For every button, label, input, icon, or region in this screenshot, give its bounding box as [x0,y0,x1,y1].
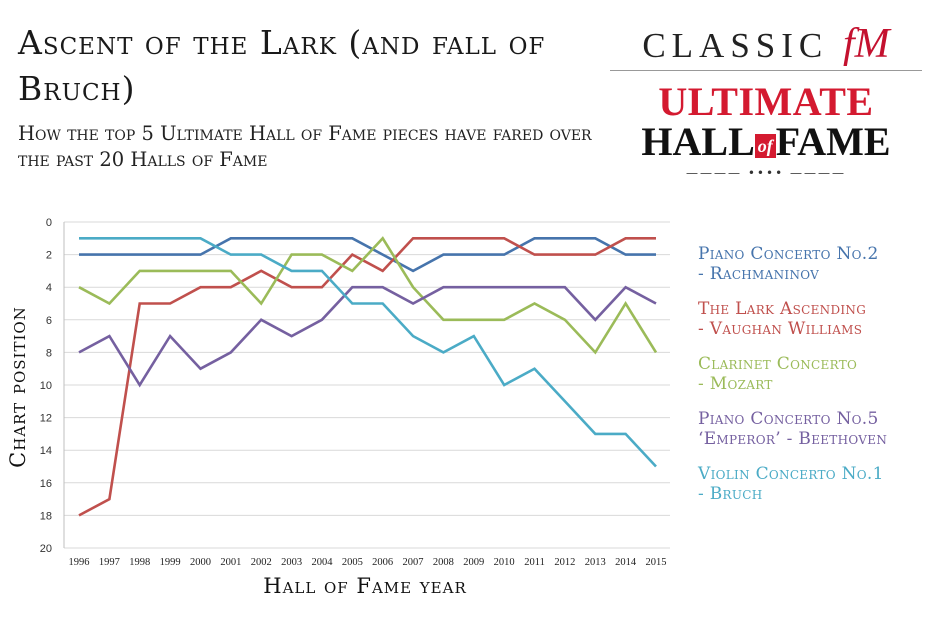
legend-series-composer: - Rachmaninov [698,264,820,284]
series-line-0 [79,237,656,273]
x-axis-label: Hall of Fame year [263,574,467,598]
x-tick-label: 1999 [160,557,181,568]
logo-brand: CLASSIC fM [606,20,926,68]
legend-series-name: Piano Concerto No.5 [698,409,879,429]
legend-series-name: Piano Concerto No.2 [698,244,879,264]
x-tick-label: 1998 [129,557,150,568]
y-axis-label: Chart position [6,306,30,468]
series-line-2 [78,236,658,355]
logo-hall-of-fame: HALL ofFAME [606,120,926,168]
chart-title: Ascent of the Lark (and fall of Bruch) [18,23,546,108]
x-tick-label: 1997 [99,557,120,568]
x-tick-label: 2006 [372,557,393,568]
chart-subtitle: How the top 5 Ultimate Hall of Fame piec… [18,122,592,171]
logo-fm: fM [843,21,890,67]
x-tick-label: 2015 [646,557,667,568]
logo-ultimate: ULTIMATE [658,79,874,124]
x-tick-label: 2001 [220,557,241,568]
x-tick-label: 2008 [433,557,454,568]
y-axis-ticks: 0 2 4 6 8 10 12 14 16 18 20 [40,217,52,555]
x-tick-label: 2003 [281,557,302,568]
chart-series-lines [78,236,658,517]
y-tick-label: 10 [40,380,52,392]
legend-item-beethoven: Piano Concerto No.5 ‘Emperor’ - Beethove… [698,409,934,449]
legend-item-rachmaninov: Piano Concerto No.2 - Rachmaninov [698,244,934,284]
series-line-1 [78,237,656,517]
y-tick-label: 0 [46,217,52,229]
x-tick-label: 2002 [251,557,272,568]
x-tick-label: 2010 [494,557,515,568]
x-tick-label: 2011 [524,557,545,568]
legend-item-mozart: Clarinet Concerto - Mozart [698,354,934,394]
y-tick-label: 2 [46,250,52,262]
y-tick-label: 4 [46,282,52,294]
y-tick-label: 12 [40,413,52,425]
x-tick-label: 2014 [615,557,637,568]
legend-item-bruch: Violin Concerto No.1 - Bruch [698,464,934,504]
chart-legend: Piano Concerto No.2 - Rachmaninov The La… [698,244,934,519]
line-chart: 0 2 4 6 8 10 12 14 16 18 20 1996 1997 1998 1999 2000 20… [40,217,670,568]
y-tick-label: 8 [46,347,52,359]
legend-series-composer: - Mozart [698,374,773,394]
logo-hall: HALL [641,119,755,164]
legend-series-name: Clarinet Concerto [698,354,858,374]
series-line-3 [78,285,657,388]
series-line-4 [79,237,657,468]
y-tick-label: 16 [40,478,52,490]
x-tick-label: 2009 [463,557,484,568]
logo-brand-text: CLASSIC [642,26,829,65]
x-tick-label: 2004 [311,557,333,568]
x-tick-label: 2012 [554,557,575,568]
legend-series-composer: ‘Emperor’ - Beethoven [698,429,888,449]
y-tick-label: 18 [40,510,52,522]
legend-item-vaughan-williams: The Lark Ascending - Vaughan Williams [698,299,934,339]
legend-series-composer: - Bruch [698,484,763,504]
x-tick-label: 1996 [69,557,90,568]
logo-fame: FAME [775,119,891,164]
x-tick-label: 2007 [403,557,424,568]
x-tick-label: 2000 [190,557,211,568]
logo-divider [610,70,922,71]
logo-ornament: ———— •••• ———— [686,166,846,180]
x-tick-label: 2005 [342,557,363,568]
logo-of: of [754,133,776,158]
y-tick-label: 6 [46,315,52,327]
y-tick-label: 20 [40,543,52,555]
classic-fm-ultimate-hall-of-fame-logo: CLASSIC fM ULTIMATE HALL ofFAME ———— ••••… [606,14,926,184]
x-tick-label: 2013 [585,557,606,568]
x-axis-ticks: 1996 1997 1998 1999 2000 2001 2002 2003 2004 2005… [69,557,667,568]
legend-series-name: Violin Concerto No.1 [698,464,884,484]
y-tick-label: 14 [40,445,52,457]
legend-series-name: The Lark Ascending [698,299,867,319]
legend-series-composer: - Vaughan Williams [698,319,863,339]
